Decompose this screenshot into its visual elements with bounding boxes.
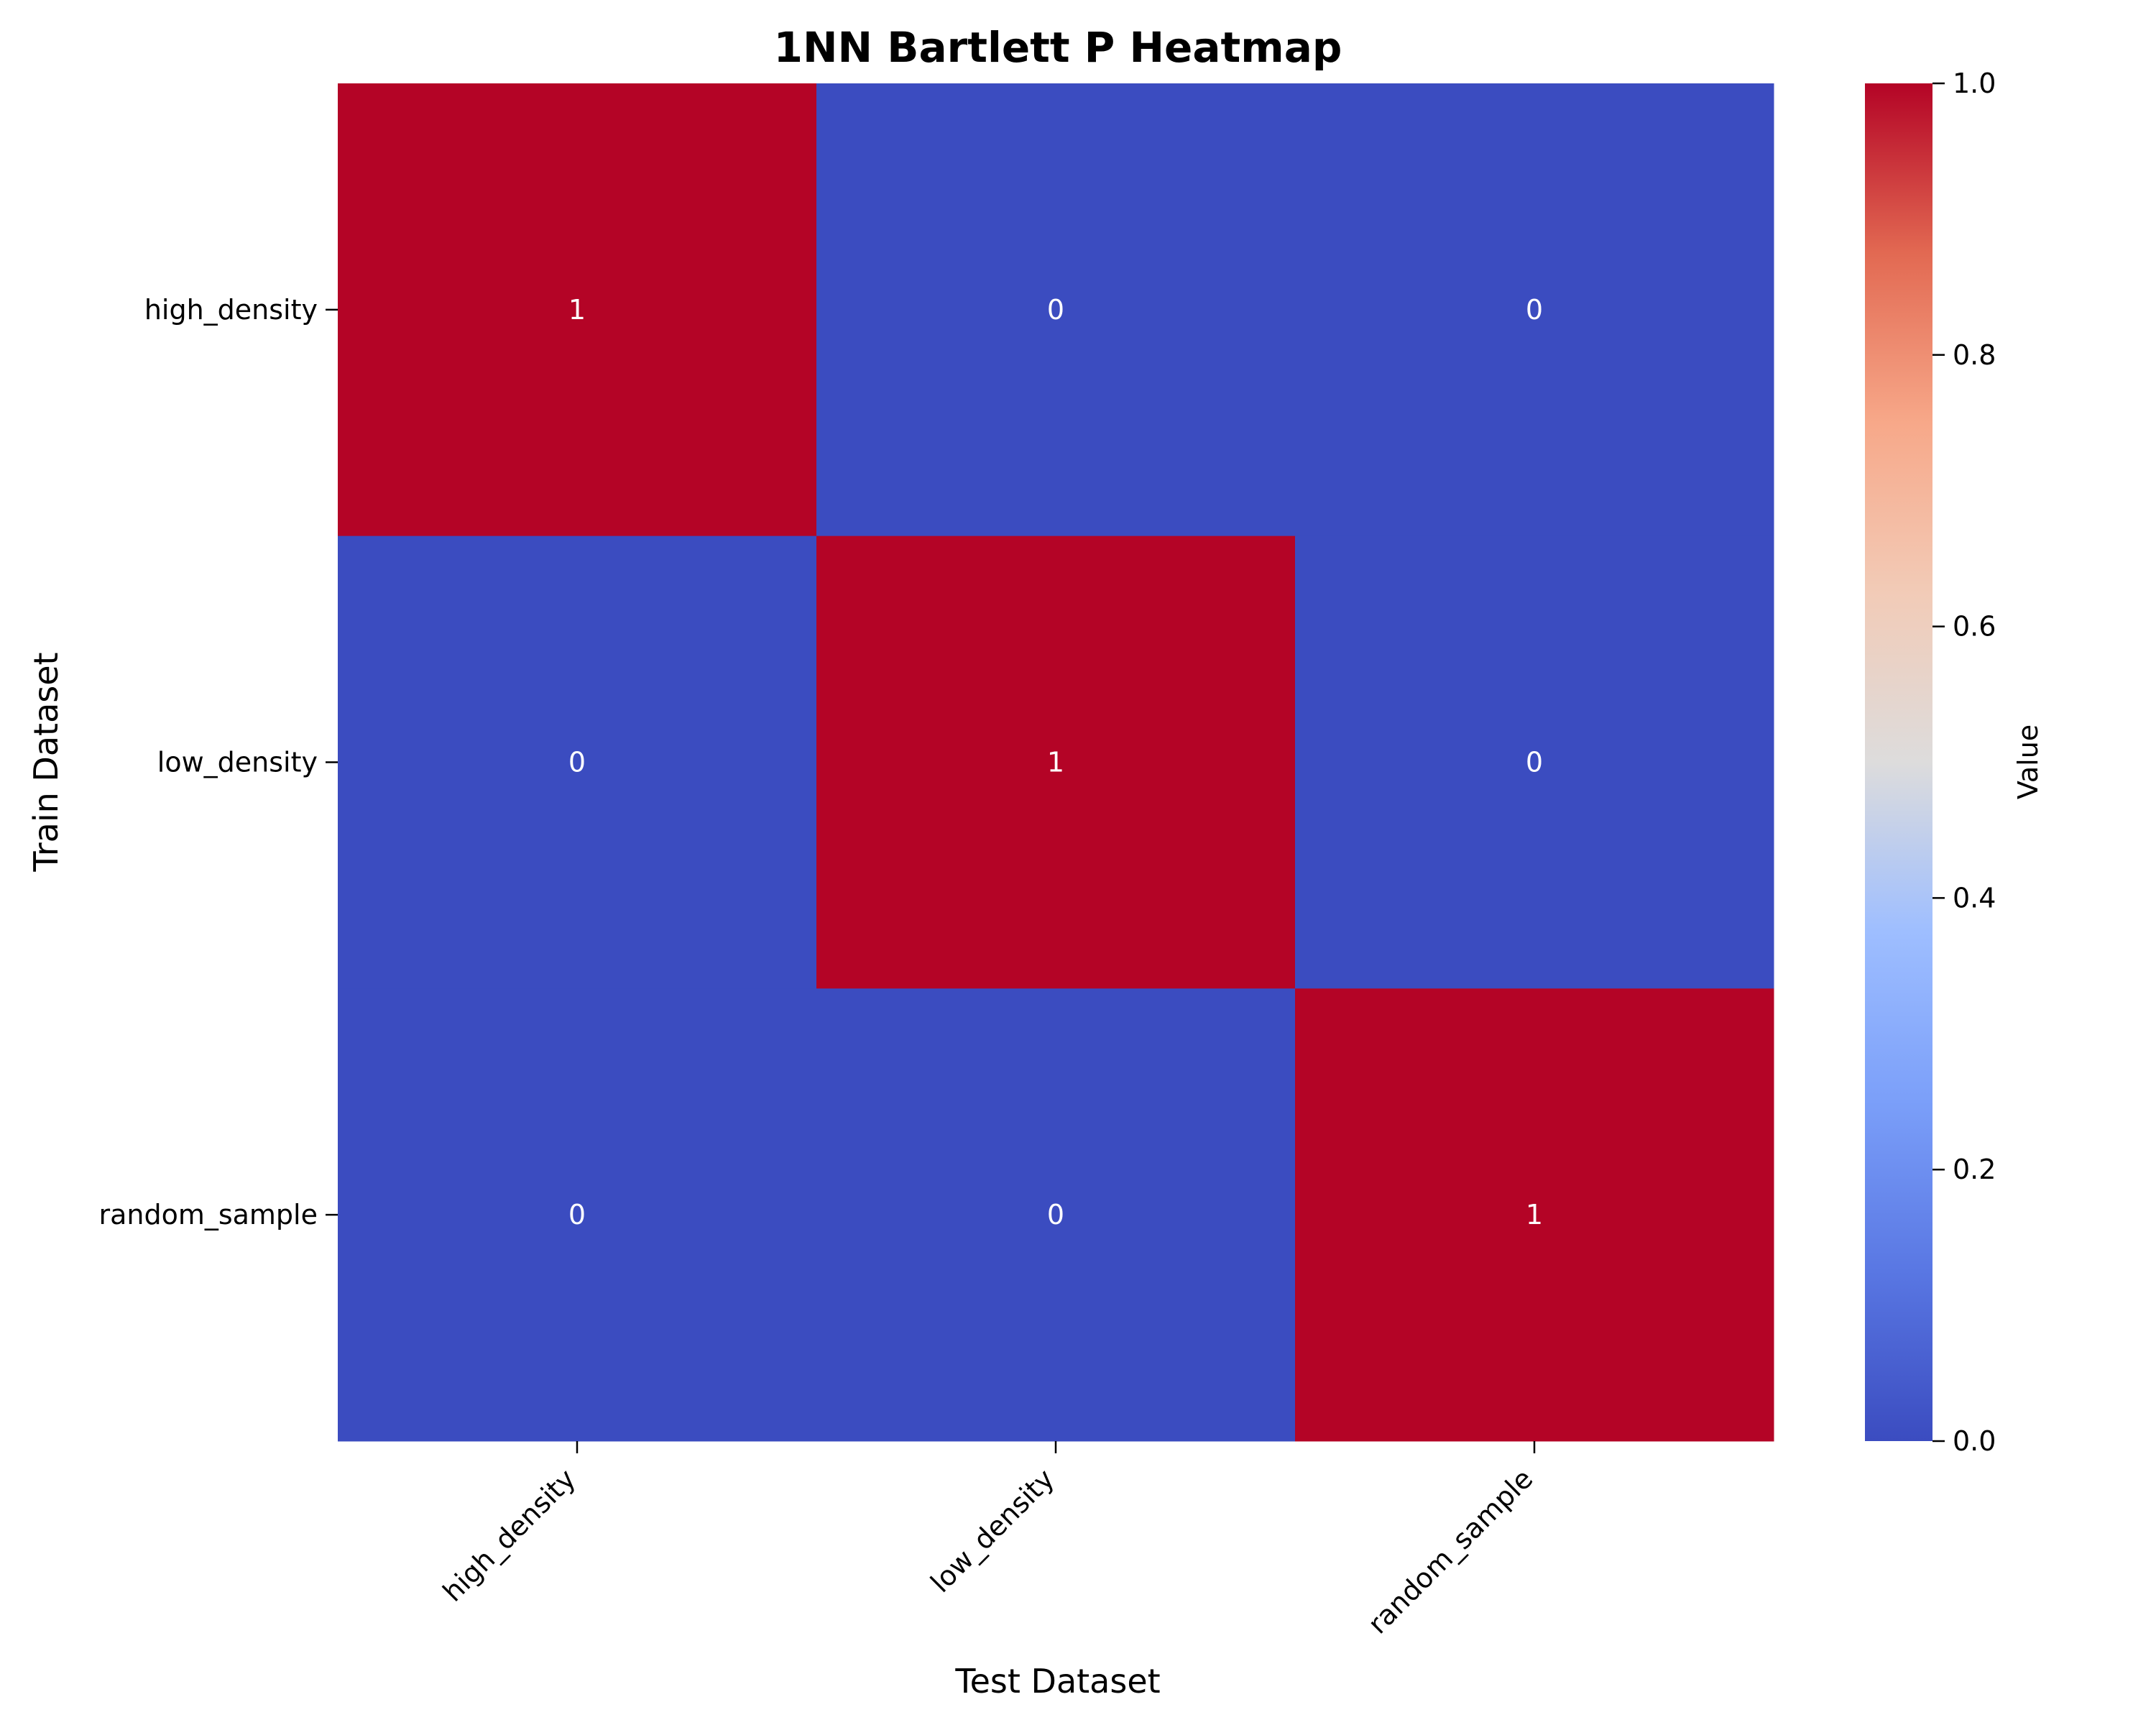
y-axis-label: Train Dataset <box>27 652 65 872</box>
colorbar-ticks: 0.0 0.2 0.4 0.6 0.8 1.0 <box>1932 68 1996 1457</box>
cell-value-label: 0 <box>568 747 586 778</box>
colorbar-tick-label: 0.8 <box>1953 339 1996 371</box>
cell-value-label: 1 <box>1526 1199 1543 1230</box>
y-tick-label: random_sample <box>98 1199 318 1230</box>
x-axis-ticks: high_density low_density random_sample <box>437 1441 1539 1640</box>
heatmap-cell <box>1295 535 1774 989</box>
y-axis-ticks: high_density low_density random_sample <box>98 294 338 1230</box>
heatmap-cell <box>338 83 817 537</box>
colorbar-tick-label: 0.2 <box>1953 1154 1996 1185</box>
cell-value-label: 0 <box>1526 294 1543 326</box>
x-tick-label: random_sample <box>1362 1463 1539 1639</box>
heatmap-cell <box>1295 83 1774 537</box>
x-tick-label: high_density <box>437 1463 582 1608</box>
heatmap-cell <box>816 988 1296 1442</box>
cell-value-label: 0 <box>568 1199 586 1230</box>
heatmap-cells <box>338 83 1774 1442</box>
heatmap-cell <box>338 535 817 989</box>
x-tick-label: low_density <box>924 1463 1060 1598</box>
colorbar-label: Value <box>2012 724 2044 799</box>
heatmap-cell <box>816 83 1296 537</box>
x-axis-label: Test Dataset <box>954 1662 1160 1701</box>
colorbar <box>1865 83 1932 1441</box>
cell-value-label: 0 <box>1047 1199 1064 1230</box>
cell-value-label: 1 <box>568 294 586 326</box>
colorbar-tick-label: 0.6 <box>1953 611 1996 643</box>
heatmap-cell <box>338 988 817 1442</box>
heatmap-cell <box>816 535 1296 989</box>
y-tick-label: high_density <box>144 294 318 326</box>
chart-title: 1NN Bartlett P Heatmap <box>774 23 1342 72</box>
colorbar-tick-label: 0.4 <box>1953 882 1996 914</box>
cell-value-label: 0 <box>1047 294 1064 326</box>
heatmap-cell <box>1295 988 1774 1442</box>
y-tick-label: low_density <box>157 747 318 778</box>
cell-value-label: 1 <box>1047 747 1064 778</box>
cell-value-label: 0 <box>1526 747 1543 778</box>
heatmap-cell-labels: 1 0 0 0 1 0 0 0 1 <box>568 294 1543 1230</box>
colorbar-tick-label: 0.0 <box>1953 1425 1996 1457</box>
colorbar-tick-label: 1.0 <box>1953 68 1996 99</box>
